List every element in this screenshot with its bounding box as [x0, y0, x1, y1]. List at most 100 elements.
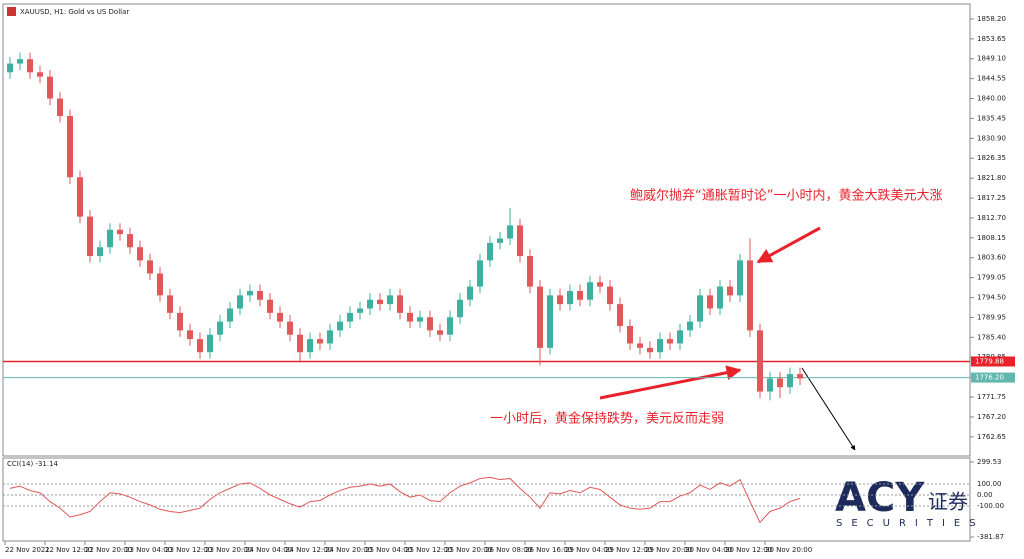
chart-title: XAUUSD, H1: Gold vs US Dollar: [20, 8, 129, 16]
y-tick-label: 1767.20: [977, 413, 1006, 421]
candle-body: [577, 290, 583, 300]
candle-body: [257, 290, 263, 300]
candle-body: [737, 260, 743, 296]
candle-body: [777, 378, 783, 388]
candle-body: [477, 260, 483, 287]
x-tick-label: 29 Nov 04:00: [565, 546, 612, 554]
logo-cn: 证券: [928, 490, 968, 514]
candle-body: [717, 286, 723, 309]
candle-body: [557, 295, 563, 305]
candle-body: [197, 339, 203, 353]
candle-body: [747, 260, 753, 331]
candle-body: [127, 234, 133, 248]
candle-body: [97, 247, 103, 256]
candle-body: [597, 282, 603, 287]
y-tick-label: 1821.80: [977, 174, 1006, 182]
x-tick-label: 24 Nov 12:00: [285, 546, 332, 554]
candle-body: [397, 295, 403, 313]
main-frame: [2, 3, 971, 457]
y-tick-label: 1830.90: [977, 134, 1006, 142]
candle-body: [167, 295, 173, 313]
candle-body: [277, 312, 283, 322]
candle-body: [407, 312, 413, 322]
indicator-tick-label: 100.00: [977, 480, 1002, 488]
y-tick-label: 1794.50: [977, 294, 1006, 302]
logo-brand: ACY: [835, 475, 925, 521]
x-tick-label: 22 Nov 12:00: [45, 546, 92, 554]
x-tick-label: 29 Nov 20:00: [645, 546, 692, 554]
y-tick-label: 1840.00: [977, 95, 1006, 103]
candle-body: [627, 325, 633, 344]
candle-body: [417, 317, 423, 322]
candle-body: [137, 247, 143, 261]
candle-body: [157, 273, 163, 296]
price-tag: [971, 372, 1015, 383]
price-tag: [971, 356, 1015, 367]
y-tick-label: 1785.40: [977, 333, 1006, 341]
candle-body: [367, 299, 373, 309]
candle-body: [767, 378, 773, 392]
candle-body: [267, 299, 273, 313]
arrow: [756, 226, 821, 264]
candle-body: [87, 216, 93, 256]
indicator-tick-label: 299.53: [977, 458, 1002, 466]
candle-body: [207, 334, 213, 353]
candle-body: [757, 330, 763, 392]
candle-body: [437, 330, 443, 335]
candle-body: [527, 255, 533, 287]
candle-body: [107, 229, 113, 248]
candle-body: [387, 295, 393, 305]
y-tick-label: 1835.45: [977, 114, 1006, 122]
logo-sub: SECURITIES: [836, 518, 985, 529]
candle-body: [347, 312, 353, 322]
candle-body: [657, 339, 663, 353]
y-tick-label: 1849.10: [977, 55, 1006, 63]
y-tick-label: 1762.65: [977, 433, 1006, 441]
x-tick-label: 29 Nov 12:00: [605, 546, 652, 554]
x-tick-label: 22 Nov 20:00: [85, 546, 132, 554]
indicator-line: [9, 476, 801, 524]
candle-body: [487, 242, 493, 261]
y-tick-label: 1817.25: [977, 194, 1006, 202]
symbol-icon: [7, 7, 16, 16]
candle-body: [677, 330, 683, 344]
x-tick-label: 23 Nov 04:00: [125, 546, 172, 554]
candle-body: [77, 177, 83, 217]
candle-body: [287, 321, 293, 335]
y-tick-label: 1771.75: [977, 393, 1006, 401]
y-tick-label: 1844.55: [977, 75, 1006, 83]
x-tick-label: 23 Nov 12:00: [165, 546, 212, 554]
candle-body: [27, 59, 33, 73]
x-tick-label: 25 Nov 12:00: [405, 546, 452, 554]
x-tick-label: 24 Nov 20:00: [325, 546, 372, 554]
candle-body: [47, 76, 53, 99]
y-tick-label: 1799.05: [977, 274, 1006, 282]
candle-body: [617, 304, 623, 326]
candle-body: [697, 295, 703, 322]
candle-body: [607, 286, 613, 305]
x-tick-label: 26 Nov 16:00: [525, 546, 572, 554]
candle-body: [17, 59, 23, 64]
y-tick-label: 1808.15: [977, 234, 1006, 242]
y-tick-label: 1858.20: [977, 15, 1006, 23]
candle-body: [507, 225, 513, 239]
candle-body: [567, 290, 573, 305]
indicator-tick-label: -381.87: [977, 533, 1004, 541]
candle-body: [637, 343, 643, 348]
indicator-tick-label: 0.00: [977, 491, 993, 499]
indicator-title: CCI(14) -31.14: [7, 460, 59, 468]
indicator-frame: [2, 457, 971, 542]
candle-body: [667, 339, 673, 344]
candle-body: [467, 286, 473, 300]
candle-body: [297, 334, 303, 353]
x-tick-label: 25 Nov 20:00: [445, 546, 492, 554]
price-tag-label: 1779.88: [975, 357, 1004, 365]
y-tick-label: 1803.60: [977, 254, 1006, 262]
candle-body: [327, 330, 333, 344]
candle-body: [247, 290, 253, 296]
candle-body: [237, 295, 243, 309]
candle-body: [217, 321, 223, 335]
candle-body: [427, 317, 433, 331]
annotation: 鲍威尔抛弃“通胀暂时论”一小时内，黄金大跌美元大涨: [630, 188, 942, 204]
